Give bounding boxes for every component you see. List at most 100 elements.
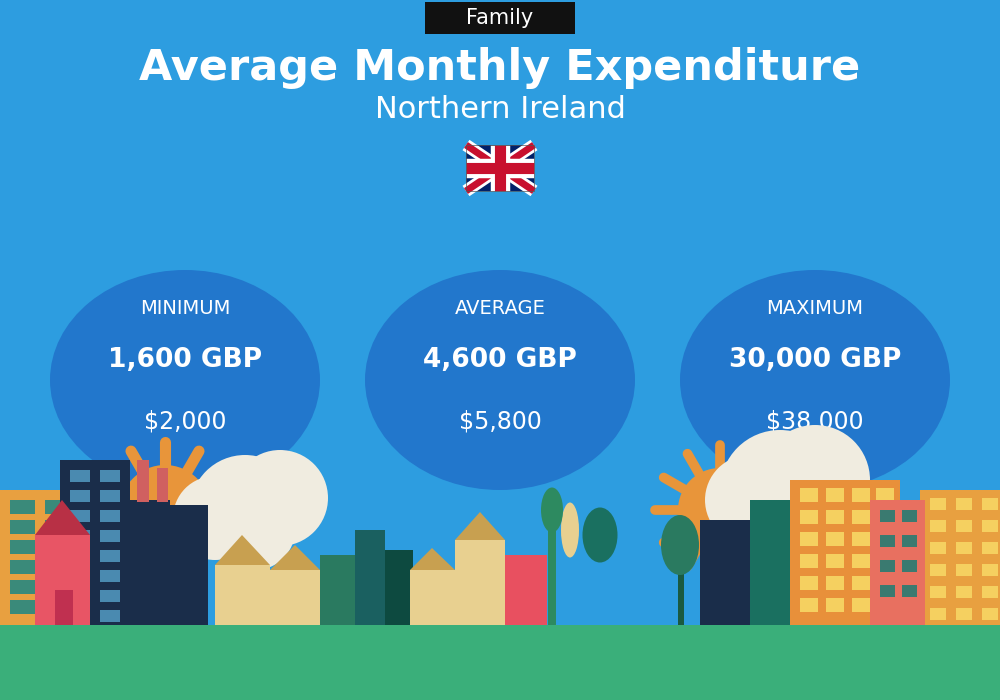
Ellipse shape (541, 487, 563, 533)
Bar (800, 532, 818, 546)
Bar (70, 570, 90, 582)
Ellipse shape (582, 508, 618, 563)
Text: 30,000 GBP: 30,000 GBP (729, 347, 901, 373)
Circle shape (232, 450, 328, 546)
Circle shape (705, 455, 795, 545)
Bar (852, 488, 870, 502)
Bar (852, 510, 870, 524)
Bar (826, 554, 844, 568)
Bar (880, 535, 895, 547)
Circle shape (215, 490, 295, 570)
Bar (800, 576, 818, 590)
Circle shape (190, 455, 300, 565)
Bar (215, 565, 270, 625)
Bar (902, 560, 917, 572)
Text: Northern Ireland: Northern Ireland (375, 95, 625, 125)
Bar (870, 500, 925, 625)
Bar (826, 576, 844, 590)
Bar (137, 460, 149, 502)
Bar (55, 590, 73, 625)
Bar (10, 560, 35, 574)
Text: 4,600 GBP: 4,600 GBP (423, 347, 577, 373)
Wedge shape (505, 555, 547, 576)
Bar (70, 550, 90, 562)
Bar (100, 610, 120, 622)
Bar (876, 532, 894, 546)
Polygon shape (35, 500, 90, 535)
Bar (930, 498, 946, 510)
Bar (548, 520, 556, 625)
Bar (800, 554, 818, 568)
Bar (170, 505, 208, 625)
Bar (930, 520, 946, 532)
Bar (45, 540, 70, 554)
Bar (930, 542, 946, 554)
Ellipse shape (561, 503, 579, 557)
Bar (956, 564, 972, 576)
FancyBboxPatch shape (425, 2, 575, 34)
Circle shape (750, 470, 830, 550)
Bar (45, 580, 70, 594)
Bar (826, 598, 844, 612)
Ellipse shape (661, 515, 699, 575)
Bar (982, 520, 998, 532)
Bar (70, 470, 90, 482)
Bar (800, 598, 818, 612)
Text: 1,600 GBP: 1,600 GBP (108, 347, 262, 373)
Bar (100, 570, 120, 582)
Bar (700, 520, 750, 625)
Bar (455, 540, 505, 625)
Bar (100, 490, 120, 502)
Bar (0, 625, 1000, 700)
Polygon shape (215, 535, 270, 565)
Bar (902, 535, 917, 547)
Bar (876, 510, 894, 524)
Circle shape (678, 468, 762, 552)
Bar (880, 510, 895, 522)
Bar (800, 488, 818, 502)
Bar (852, 576, 870, 590)
Bar (876, 598, 894, 612)
Ellipse shape (365, 270, 635, 490)
Bar (45, 520, 70, 534)
Bar (355, 530, 385, 625)
Bar (982, 498, 998, 510)
Bar (930, 608, 946, 620)
Bar (10, 520, 35, 534)
Bar (45, 600, 70, 614)
Bar (100, 530, 120, 542)
Bar (876, 576, 894, 590)
Bar (10, 500, 35, 514)
Bar (800, 510, 818, 524)
Bar (956, 542, 972, 554)
Bar (902, 585, 917, 597)
Bar (0, 490, 80, 625)
Bar (678, 570, 684, 625)
Bar (956, 498, 972, 510)
Bar (880, 585, 895, 597)
Bar (876, 488, 894, 502)
Bar (100, 470, 120, 482)
Bar (876, 554, 894, 568)
Circle shape (760, 425, 870, 535)
Ellipse shape (680, 270, 950, 490)
Bar (385, 550, 413, 625)
Circle shape (120, 465, 210, 555)
Text: Average Monthly Expenditure: Average Monthly Expenditure (139, 47, 861, 89)
Bar (410, 570, 455, 625)
Bar (982, 608, 998, 620)
Bar (10, 600, 35, 614)
Bar (70, 490, 90, 502)
Bar (826, 488, 844, 502)
Bar (982, 542, 998, 554)
Bar (10, 540, 35, 554)
Bar (750, 500, 790, 625)
Bar (45, 500, 70, 514)
Bar (826, 532, 844, 546)
Bar (466, 145, 534, 191)
Bar (930, 586, 946, 598)
Bar (157, 468, 168, 502)
Text: $2,000: $2,000 (144, 410, 226, 434)
Bar (0, 628, 1000, 700)
Bar (100, 550, 120, 562)
